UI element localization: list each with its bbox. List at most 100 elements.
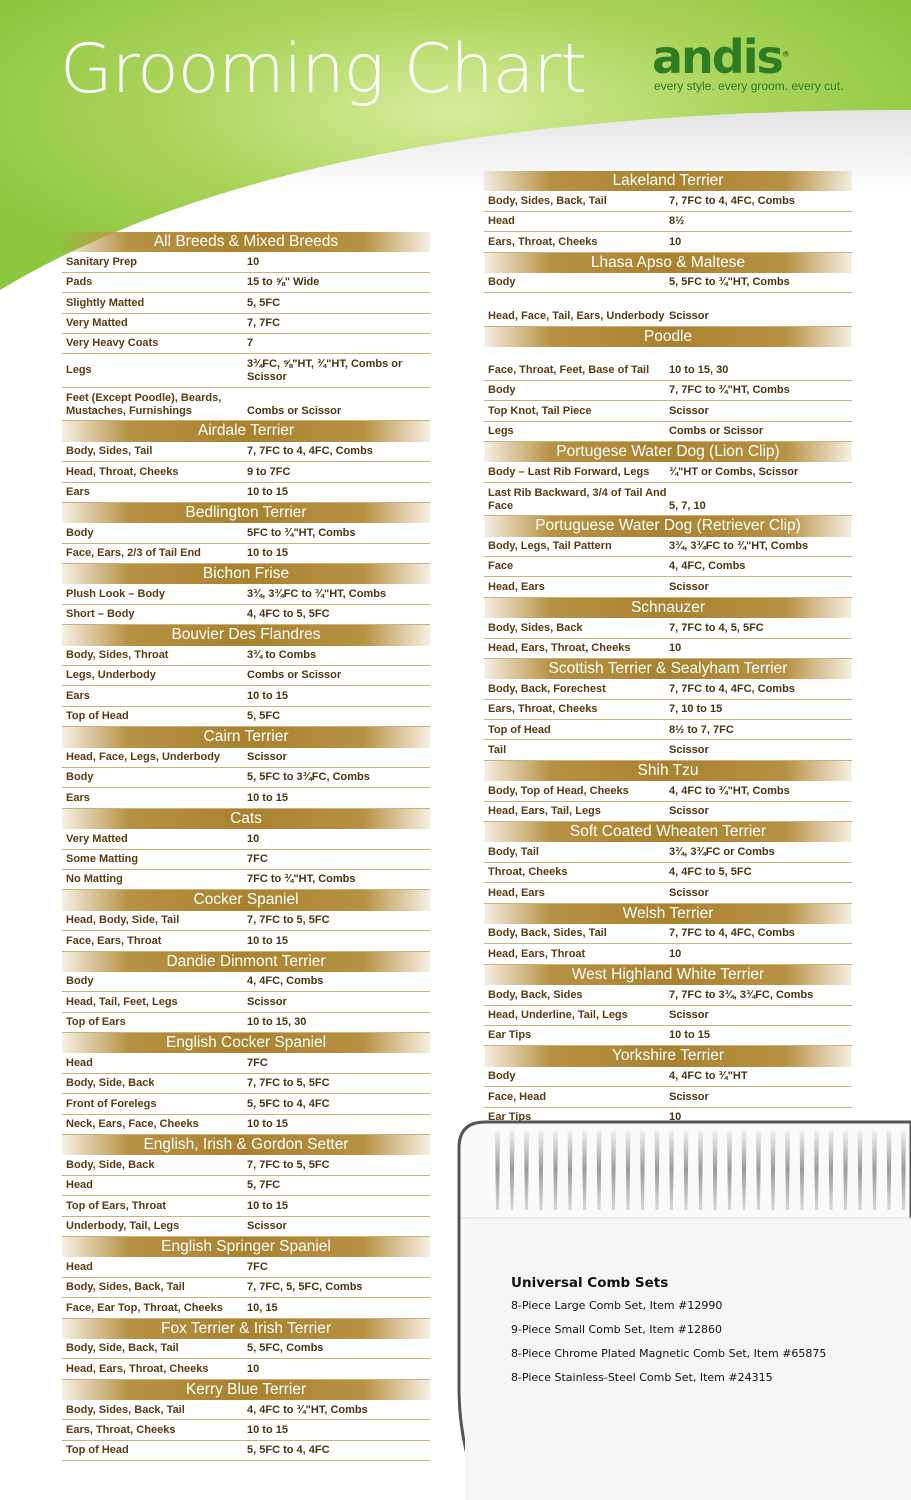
comb-tooth: [509, 1130, 515, 1210]
body-area: Body: [66, 526, 94, 539]
body-area: Body, Sides, Back, Tail: [66, 1281, 185, 1294]
blade-setting: 8½ to 7, 7FC: [669, 723, 734, 736]
table-row: Underbody, Tail, Legs Scissor: [62, 1217, 430, 1237]
blade-setting: 7FC: [247, 1056, 268, 1069]
table-row: Body, Side, Back 7, 7FC to 5, 5FC: [62, 1155, 430, 1176]
blade-setting: 3¾ to Combs: [247, 649, 317, 662]
body-area: Ears: [66, 791, 90, 804]
table-row: Ears, Throat, Cheeks 7, 10 to 15: [484, 700, 852, 721]
body-area: Body – Last Rib Forward, Legs: [488, 465, 650, 478]
body-area: Legs, Underbody: [66, 669, 156, 682]
table-row: Body, Sides, Tail 7, 7FC to 4, 4FC, Combs: [62, 442, 430, 463]
body-area: Head, Underline, Tail, Legs: [488, 1009, 628, 1021]
body-area: Very Matted: [66, 832, 128, 845]
body-area: Face: [488, 560, 514, 573]
breed-header: Shih Tzu: [484, 760, 852, 782]
comb-tooth: [582, 1130, 587, 1210]
table-row: Body, Sides, Back, Tail 4, 4FC to ¾"HT, C…: [62, 1400, 430, 1421]
table-row: Head, Tail, Feet, Legs Scissor: [62, 992, 430, 1013]
body-area: Body, Back, Sides, Tail: [488, 927, 607, 940]
body-area: Body, Side, Back: [66, 1077, 155, 1090]
comb-tooth: [843, 1130, 848, 1210]
table-row: Front of Forelegs 5, 5FC to 4, 4FC: [62, 1094, 430, 1115]
blade-setting: 4, 4FC, Combs: [669, 560, 746, 573]
breed-header: Fox Terrier & Irish Terrier: [62, 1318, 430, 1339]
comb-set-item: 8-Piece Stainless-Steel Comb Set, Item #…: [511, 1371, 773, 1384]
body-area: Face, Ears, Throat: [66, 934, 162, 947]
body-area: Body: [66, 771, 94, 784]
table-row: Head, Ears, Throat, Cheeks 10: [484, 639, 852, 659]
table-row: Body – Last Rib Forward, Legs ¾"HT or Com…: [484, 462, 852, 483]
body-area: Body, Sides, Back: [488, 621, 583, 634]
breed-header: Portugese Water Dog (Lion Clip): [484, 441, 852, 463]
body-area: Top Knot, Tail Piece: [488, 404, 592, 417]
blade-setting: 10, 15: [247, 1301, 278, 1314]
comb-tooth: [611, 1130, 616, 1210]
table-row: Body, Top of Head, Cheeks 4, 4FC to ¾"HT,…: [484, 781, 852, 802]
table-row: Face, Ears, Throat 10 to 15: [62, 931, 430, 952]
comb-sets-panel: Universal Comb Sets 8-Piece Large Comb S…: [511, 1275, 826, 1395]
table-row: Body, Back, Forechest 7, 7FC to 4, 4FC, C…: [484, 679, 852, 700]
breed-header: Bichon Frise: [62, 564, 430, 585]
table-row: Top of Head 8½ to 7, 7FC: [484, 720, 852, 741]
table-row: Body, Sides, Back 7, 7FC to 4, 5, 5FC: [484, 618, 852, 639]
table-row: Legs Combs or Scissor: [484, 422, 852, 442]
breed-header: Portuguese Water Dog (Retriever Clip): [484, 516, 852, 537]
table-row: Ears, Throat, Cheeks 10 to 15: [62, 1420, 430, 1441]
body-area: Body, Legs, Tail Pattern: [488, 540, 612, 553]
comb-set-item: 8-Piece Chrome Plated Magnetic Comb Set,…: [511, 1347, 827, 1360]
table-row: Head, Face, Legs, Underbody Scissor: [62, 748, 430, 768]
body-area: Body, Sides, Throat: [66, 649, 169, 662]
breed-header: Dandie Dinmont Terrier: [62, 951, 430, 972]
body-area: Throat, Cheeks: [488, 866, 568, 879]
body-area: Head: [488, 215, 515, 228]
blade-setting: 8½: [669, 215, 685, 228]
blade-setting: Scissor: [669, 580, 709, 593]
body-area: Ears, Throat, Cheeks: [488, 703, 598, 716]
body-area: Plush Look – Body: [66, 587, 166, 600]
blade-setting: 5, 5FC: [247, 296, 281, 309]
right-column: Lakeland Terrier Body, Sides, Back, Tail 7…: [484, 171, 852, 1128]
table-row: Top Knot, Tail Piece Scissor: [484, 401, 852, 422]
blade-setting: 7, 10 to 15: [669, 703, 723, 716]
blade-setting: Scissor: [669, 886, 709, 899]
breed-header: Soft Coated Wheaten Terrier: [484, 822, 852, 843]
body-area: Ear Tips: [488, 1110, 532, 1123]
body-area: Head, Ears, Tail, Legs: [488, 805, 601, 818]
table-row: Head, Ears Scissor: [484, 577, 852, 598]
blade-setting: 7, 7FC to 4, 4FC, Combs: [669, 194, 795, 207]
blade-setting: 7: [247, 337, 254, 350]
breed-header: English, Irish & Gordon Setter: [62, 1135, 430, 1156]
blade-setting: 10 to 15: [247, 485, 288, 498]
blade-setting: 5, 5FC to 3¾FC, Combs: [247, 771, 370, 784]
breed-header: Welsh Terrier: [484, 903, 852, 924]
table-row: Face, Ears, 2/3 of Tail End 10 to 15: [62, 544, 430, 565]
table-row: Body, Tail 3¾, 3¾FC or Combs: [484, 842, 852, 863]
body-area: Body, Tail: [488, 845, 539, 858]
comb-tooth: [741, 1130, 747, 1210]
body-area: Head, Tail, Feet, Legs: [66, 995, 178, 1008]
blade-setting: Scissor: [669, 1009, 709, 1021]
body-area: Head, Ears, Throat, Cheeks: [488, 641, 631, 654]
blade-setting: 10 to 15: [247, 689, 288, 702]
comb-tooth: [698, 1130, 703, 1210]
blade-setting: 10: [247, 255, 260, 268]
blade-setting: 15 to ⅝" Wide: [247, 276, 320, 289]
body-area: Slightly Matted: [66, 296, 145, 309]
blade-setting: 10: [247, 1362, 260, 1375]
blade-setting: Scissor: [669, 1090, 709, 1103]
table-row: Head 7FC: [62, 1257, 430, 1278]
blade-setting: 10 to 15: [247, 547, 288, 560]
body-area: Tail: [488, 743, 507, 756]
blade-setting: 10 to 15: [669, 1029, 710, 1042]
blade-setting: 5, 5FC to 4, 4FC: [247, 1097, 330, 1110]
blade-setting: 4, 4FC to 5, 5FC: [247, 608, 330, 621]
body-area: Head, Body, Side, Tail: [66, 914, 180, 927]
blade-setting: 5, 7, 10: [669, 499, 706, 512]
blade-setting: 5, 5FC: [247, 710, 281, 723]
body-area: Underbody, Tail, Legs: [66, 1220, 180, 1233]
body-area: Head: [66, 1260, 93, 1273]
table-row: Body, Sides, Back, Tail 7, 7FC, 5, 5FC, C…: [62, 1278, 430, 1299]
body-area: Body: [488, 384, 516, 397]
table-row: Body 5FC to ¾"HT, Combs: [62, 523, 430, 544]
